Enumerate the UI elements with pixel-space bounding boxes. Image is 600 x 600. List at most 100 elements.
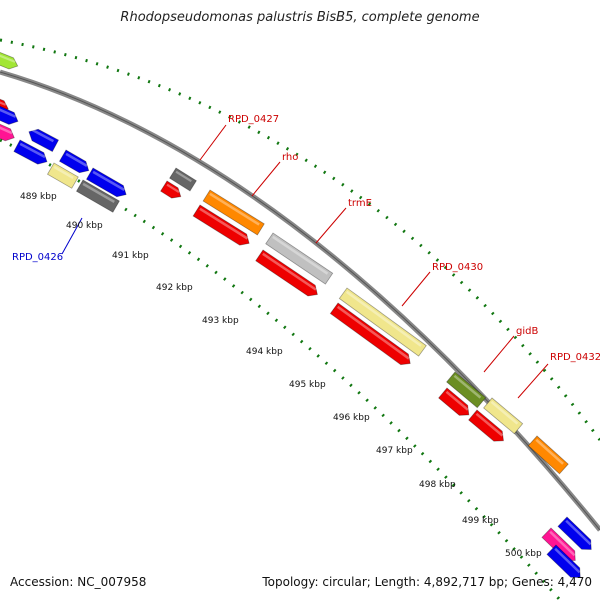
- backbone-arc-inner: [0, 71, 600, 531]
- gene-magenta-1: [0, 121, 15, 142]
- callout-label-1: rho: [282, 152, 298, 163]
- gene-rpd0432-shape: [527, 435, 569, 475]
- scale-labels: 489 kbp 490 kbp 491 kbp 492 kbp 493 kbp 494 k…: [20, 192, 542, 559]
- scale-label-5: 494 kbp: [246, 347, 283, 357]
- gene-blue-5: [85, 167, 127, 198]
- gene-magenta-1-shine: [0, 124, 13, 135]
- gene-rpd0426-shine: [82, 182, 115, 203]
- gene-blue-3: [13, 139, 48, 165]
- gene-red-right: [468, 409, 504, 442]
- gene-lime: [0, 49, 19, 70]
- gene-red-rpd0430: [329, 302, 411, 366]
- gene-khaki-right-shine: [490, 400, 519, 425]
- outer-ticks: [0, 38, 600, 441]
- gene-trme: [265, 232, 334, 285]
- gene-rpd0426-khaki-shape: [46, 162, 79, 189]
- scale-label-6: 495 kbp: [289, 380, 326, 390]
- gene-rpd0426-khaki: [46, 162, 79, 189]
- gene-red-gidb-shape: [438, 387, 470, 416]
- callout-line-1: [251, 161, 281, 197]
- backbone-arc: [0, 69, 600, 532]
- gene-blue-right-shape: [557, 516, 592, 550]
- gene-red-trme: [255, 249, 318, 297]
- gene-blue-4-shine: [65, 152, 88, 167]
- gene-red-rho-shape: [192, 204, 250, 246]
- gene-blue-right: [557, 516, 592, 550]
- gene-features: [0, 49, 600, 578]
- gene-red-rho: [192, 204, 250, 246]
- gene-rpd0432: [527, 435, 569, 475]
- scale-label-1: 490 kbp: [66, 221, 103, 231]
- gene-rpd0426: [75, 179, 120, 213]
- callout-label-6: RPD_0426: [12, 252, 63, 263]
- callout-line-2: [315, 207, 347, 244]
- gene-blue-5-shape: [85, 167, 127, 198]
- gene-blue-right-2-shape: [546, 544, 581, 578]
- scale-label-3: 492 kbp: [156, 283, 193, 293]
- callout-label-5: RPD_0432: [550, 352, 600, 363]
- gene-red-right-shine: [475, 412, 504, 437]
- inner-ticks: [0, 138, 562, 600]
- scale-label-11: 500 kbp: [505, 549, 542, 559]
- gene-red-rpd0430-shape: [329, 302, 411, 366]
- gene-khaki-right: [483, 397, 524, 435]
- callout-label-2: trmE: [348, 198, 372, 209]
- gene-rpd0427-shape: [169, 167, 197, 192]
- gene-blue-4: [58, 149, 90, 174]
- gene-blue-2: [28, 128, 60, 153]
- gene-red-gidb-shine: [445, 390, 469, 411]
- gene-rpd0430: [338, 287, 427, 357]
- callout-label-3: RPD_0430: [432, 262, 483, 273]
- gene-gidb-shape: [446, 371, 487, 409]
- callout-label-0: RPD_0427: [228, 114, 279, 125]
- gene-red-right-shape: [468, 409, 504, 442]
- gene-rpd0432-shine: [535, 438, 564, 465]
- gene-red-1: [160, 180, 182, 199]
- scale-label-10: 499 kbp: [462, 516, 499, 526]
- gene-blue-3-shine: [19, 142, 46, 159]
- gene-blue-4-shape: [58, 149, 90, 174]
- callout-label-4: gidB: [516, 326, 538, 337]
- callout-line-4: [483, 335, 515, 373]
- callout-line-5: [517, 363, 549, 399]
- gene-lime-shape: [0, 49, 19, 70]
- scale-label-2: 491 kbp: [112, 251, 149, 261]
- gene-blue-5-shine: [92, 170, 125, 191]
- callout-line-6: [61, 217, 83, 255]
- map-title: Rhodopseudomonas palustris BisB5, comple…: [120, 10, 480, 25]
- gene-trme-shape: [265, 232, 334, 285]
- gene-rho-shine: [209, 192, 260, 226]
- gene-blue-1-shape: [0, 103, 19, 125]
- gene-red-1-shine: [166, 183, 180, 194]
- scale-label-8: 497 kbp: [376, 446, 413, 456]
- gene-blue-2-shine: [31, 128, 55, 143]
- scale-label-4: 493 kbp: [202, 316, 239, 326]
- gene-blue-1: [0, 103, 19, 125]
- gene-red-left-1-shine: [0, 98, 7, 106]
- gene-lime-shine: [0, 52, 16, 63]
- gene-gidb: [446, 371, 487, 409]
- gene-khaki-right-shape: [483, 397, 524, 435]
- gene-red-trme-shape: [255, 249, 318, 297]
- gene-rpd0426-shape: [75, 179, 120, 213]
- accession-label: Accession: NC_007958: [10, 575, 147, 589]
- genome-summary: Topology: circular; Length: 4,892,717 bp…: [262, 575, 592, 589]
- tick-marks: [0, 38, 600, 600]
- gene-trme-shine: [272, 235, 329, 275]
- gene-blue-right-2: [546, 544, 581, 578]
- gene-blue-right-2-shine: [554, 547, 581, 574]
- gene-gidb-shine: [453, 374, 482, 399]
- scale-label-7: 496 kbp: [333, 413, 370, 423]
- callout-line-0: [199, 124, 227, 161]
- gene-rho: [202, 189, 265, 236]
- callout-line-3: [401, 271, 431, 307]
- gene-blue-3-shape: [13, 139, 48, 165]
- gene-rho-shape: [202, 189, 265, 236]
- gene-red-rho-shine: [199, 207, 249, 240]
- gene-blue-2-shape: [28, 128, 60, 153]
- gene-red-trme-shine: [262, 252, 317, 291]
- gene-rpd0427-shine: [175, 170, 192, 183]
- gene-magenta-1-shape: [0, 121, 15, 142]
- gene-red-1-shape: [160, 180, 182, 199]
